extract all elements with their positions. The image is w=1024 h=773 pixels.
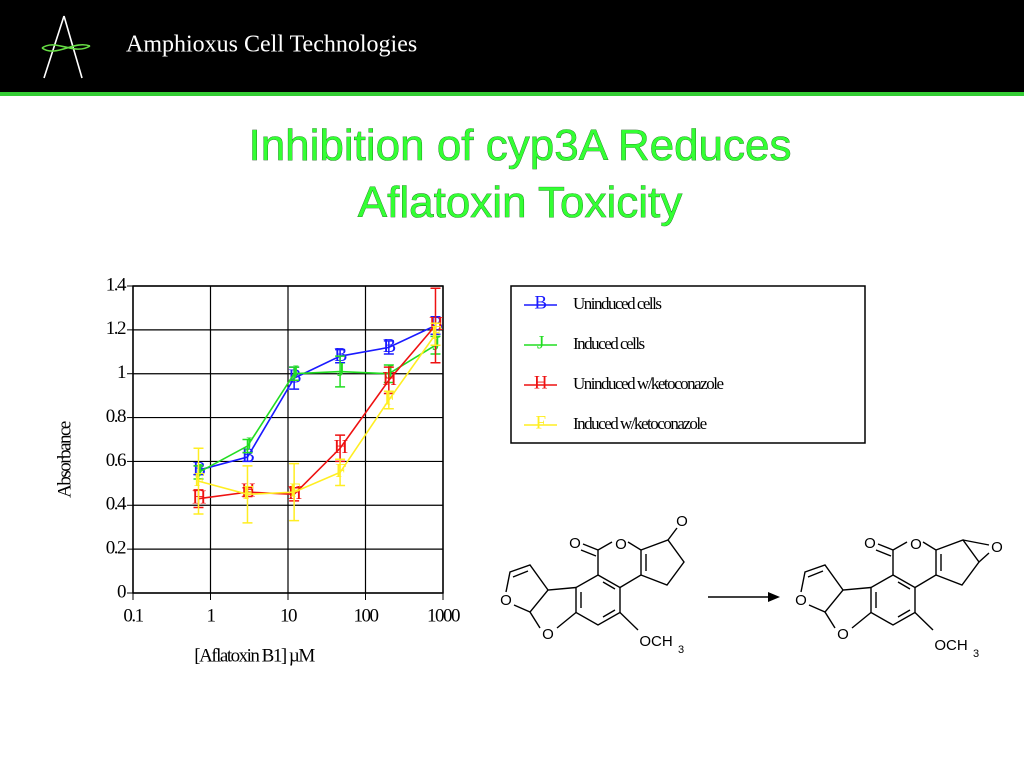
title-line: Aflatoxin Toxicity bbox=[358, 178, 682, 227]
data-marker: F bbox=[194, 469, 205, 491]
atom-subscript: 3 bbox=[678, 644, 684, 656]
series-line bbox=[198, 324, 437, 500]
atom-label: O bbox=[500, 592, 512, 609]
data-marker: F bbox=[335, 460, 346, 482]
data-marker: B bbox=[383, 335, 396, 357]
company-name: Amphioxus Cell Technologies bbox=[126, 32, 417, 58]
atom-label: O bbox=[676, 513, 688, 530]
data-marker: F bbox=[384, 388, 395, 410]
series-line bbox=[198, 333, 437, 496]
data-marker: F bbox=[431, 322, 442, 344]
legend-marker: J bbox=[537, 332, 544, 353]
legend-label: Induced w/ketoconazole bbox=[573, 414, 707, 433]
data-marker: B bbox=[334, 344, 347, 366]
data-marker: H bbox=[382, 368, 396, 390]
atom-label: OCH bbox=[639, 633, 672, 650]
header-bar bbox=[0, 0, 1024, 92]
data-marker: J bbox=[337, 359, 345, 381]
atom-label: O bbox=[615, 536, 627, 553]
atom-label: O bbox=[542, 626, 554, 643]
atom-label: O bbox=[991, 539, 1003, 556]
error-bar bbox=[383, 340, 394, 355]
data-marker: B bbox=[193, 458, 206, 480]
data-marker: H bbox=[429, 313, 443, 335]
error-bar bbox=[289, 462, 300, 522]
y-tick-label: 0.4 bbox=[106, 494, 127, 515]
atom-subscript: 3 bbox=[973, 648, 979, 660]
legend-label: Uninduced cells bbox=[573, 294, 661, 313]
data-marker: J bbox=[432, 333, 440, 355]
plot-frame bbox=[132, 285, 444, 594]
data-marker: H bbox=[241, 480, 255, 502]
data-marker: J bbox=[244, 434, 252, 456]
data-marker: H bbox=[288, 482, 302, 504]
data-marker: B bbox=[288, 366, 301, 388]
substrate-structure bbox=[505, 527, 685, 631]
error-bar bbox=[335, 458, 346, 487]
header-rule bbox=[0, 92, 1024, 96]
title-line: Inhibition of cyp3A Reduces bbox=[248, 121, 791, 170]
atom-label: OCH bbox=[934, 637, 967, 654]
x-tick-label: 10 bbox=[280, 605, 297, 626]
atom-label: O bbox=[910, 536, 922, 553]
y-tick-label: 1.2 bbox=[106, 318, 126, 339]
error-bar bbox=[383, 390, 394, 410]
error-bar bbox=[193, 447, 204, 515]
data-marker: J bbox=[195, 460, 203, 482]
y-tick-label: 0 bbox=[117, 581, 126, 602]
legend-marker: B bbox=[534, 292, 546, 313]
data-marker: B bbox=[430, 313, 443, 335]
atom-label: O bbox=[837, 626, 849, 643]
atom-label: O bbox=[795, 592, 807, 609]
atom-label: O bbox=[569, 535, 581, 552]
atom-label: O bbox=[864, 535, 876, 552]
legend-box bbox=[510, 285, 866, 444]
error-bar bbox=[430, 322, 441, 346]
series-line bbox=[198, 324, 436, 471]
reaction-arrow bbox=[708, 592, 780, 602]
x-axis-label: [Aflatoxin B1] µM bbox=[194, 645, 315, 666]
legend-marker: F bbox=[535, 412, 545, 433]
x-tick-label: 1000 bbox=[427, 605, 460, 626]
data-marker: J bbox=[386, 361, 394, 383]
y-tick-label: 1 bbox=[117, 362, 126, 383]
logo bbox=[41, 15, 91, 79]
data-marker: B bbox=[242, 445, 255, 467]
error-bar bbox=[335, 355, 346, 388]
legend-marker: H bbox=[534, 372, 548, 393]
y-tick-label: 0.2 bbox=[106, 538, 126, 559]
legend-label: Uninduced w/ketoconazole bbox=[573, 374, 723, 393]
data-marker: F bbox=[243, 482, 254, 504]
x-tick-label: 100 bbox=[354, 605, 379, 626]
data-marker: H bbox=[334, 436, 348, 458]
series-line bbox=[198, 344, 436, 474]
y-axis-label: Absorbance bbox=[54, 421, 75, 498]
data-marker: J bbox=[291, 361, 299, 383]
error-bar bbox=[242, 465, 253, 524]
data-marker: H bbox=[192, 486, 206, 508]
y-tick-label: 0.8 bbox=[106, 406, 126, 427]
product-structure bbox=[800, 539, 990, 631]
y-tick-label: 1.4 bbox=[106, 274, 127, 295]
legend-label: Induced cells bbox=[573, 334, 645, 353]
y-tick-label: 0.6 bbox=[106, 450, 126, 471]
x-tick-label: 1 bbox=[207, 605, 216, 626]
data-marker: F bbox=[289, 480, 300, 502]
error-bar bbox=[289, 366, 300, 382]
x-tick-label: 0.1 bbox=[123, 605, 143, 626]
error-bar bbox=[242, 438, 253, 454]
